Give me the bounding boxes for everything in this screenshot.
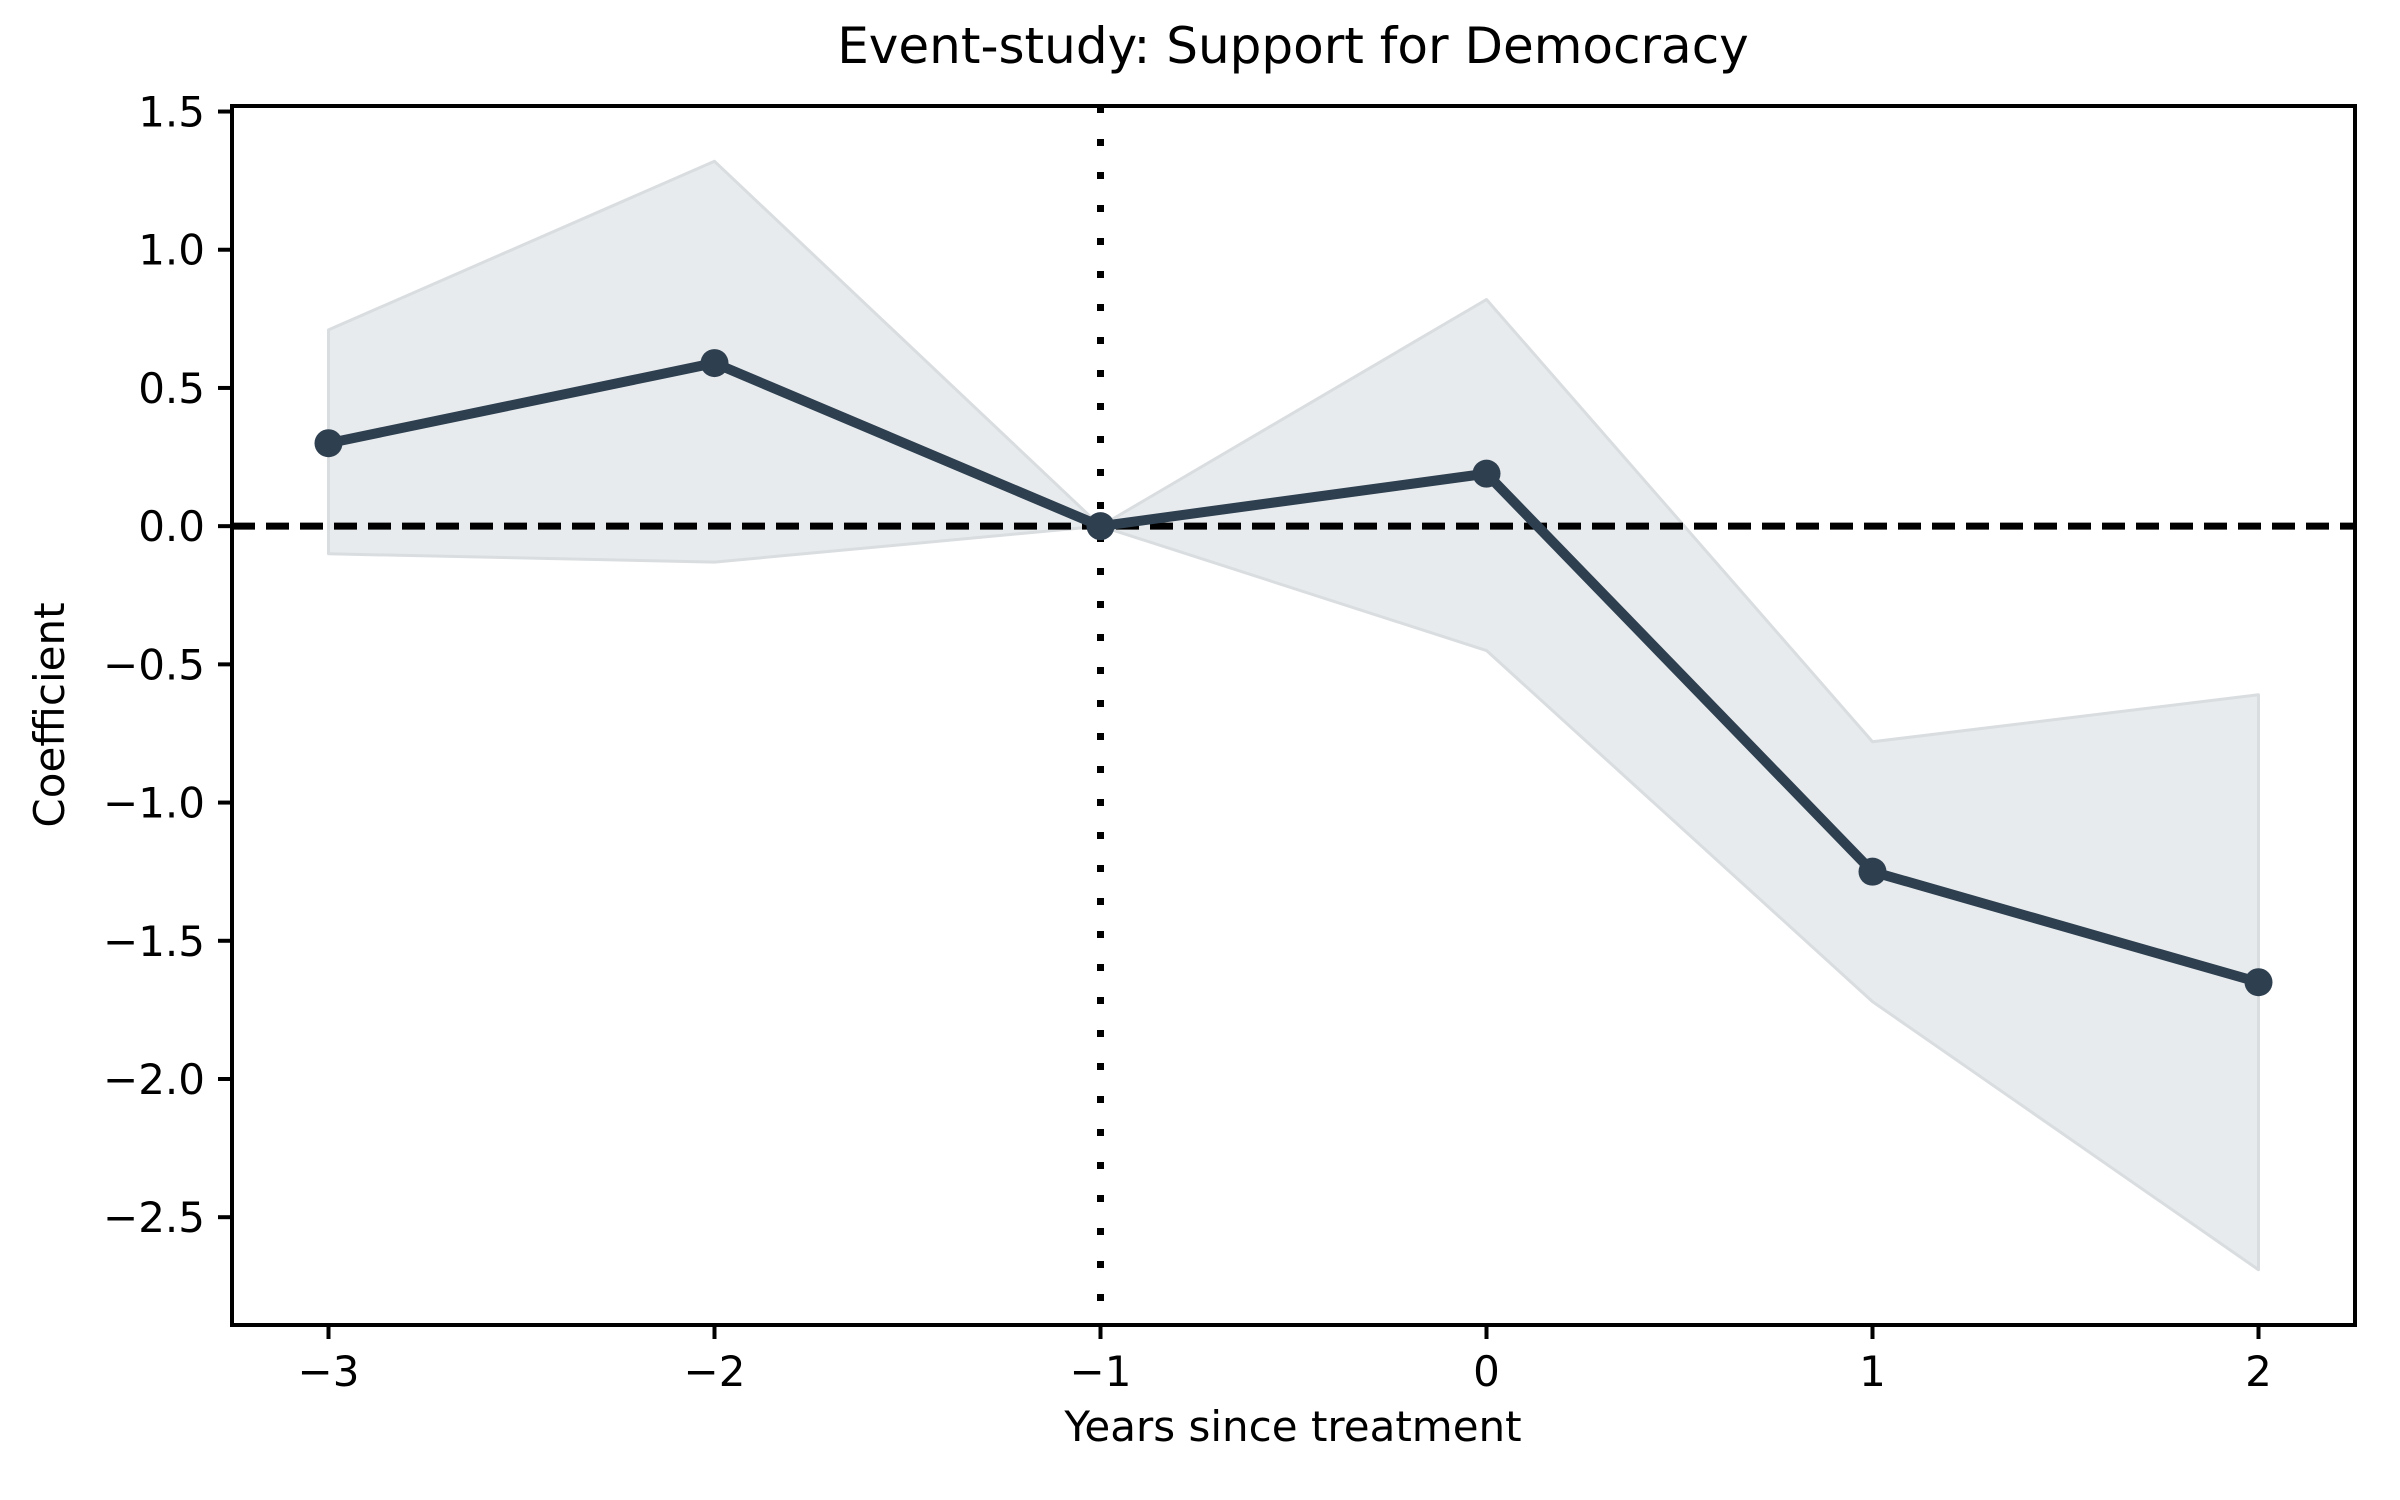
y-tick-label: −0.5 [103,640,205,689]
x-tick-label: −3 [298,1347,360,1396]
data-point-marker [1472,459,1501,488]
y-tick-label: −2.0 [103,1055,205,1104]
x-tick-label: −1 [1070,1347,1132,1396]
y-tick-label: 1.0 [138,226,205,275]
data-point-marker [2244,968,2273,997]
x-tick-label: 1 [1859,1347,1886,1396]
y-axis-label: Coefficient [25,602,74,827]
data-point-marker [1858,857,1887,886]
y-tick-label: 1.5 [138,88,205,137]
x-axis-label: Years since treatment [1063,1402,1521,1451]
chart-title: Event-study: Support for Democracy [837,17,1749,75]
y-tick-label: 0.5 [138,364,205,413]
y-tick-label: 0.0 [138,502,205,551]
tick-labels-layer: −3 −2 −1 0 1 2 1.5 1.0 0.5 0.0 −0.5 −1.0 −1.5 −2.0 −2.… [103,88,2272,1396]
confidence-band [327,159,2260,1272]
data-point-marker [1086,512,1115,541]
reference-lines-layer [232,106,2355,1325]
data-point-marker [700,349,729,378]
x-tick-label: 0 [1473,1347,1500,1396]
coefficient-series-layer [314,349,2273,997]
x-tick-label: 2 [2245,1347,2272,1396]
y-tick-label: −1.5 [103,917,205,966]
coefficient-line [323,358,2264,988]
axes-layer [218,104,2357,1339]
data-point-marker [314,429,343,458]
y-tick-label: −1.0 [103,779,205,828]
y-tick-label: −2.5 [103,1193,205,1242]
x-tick-label: −2 [684,1347,746,1396]
confidence-band-layer [327,159,2260,1272]
plot-spines [230,104,2357,1327]
